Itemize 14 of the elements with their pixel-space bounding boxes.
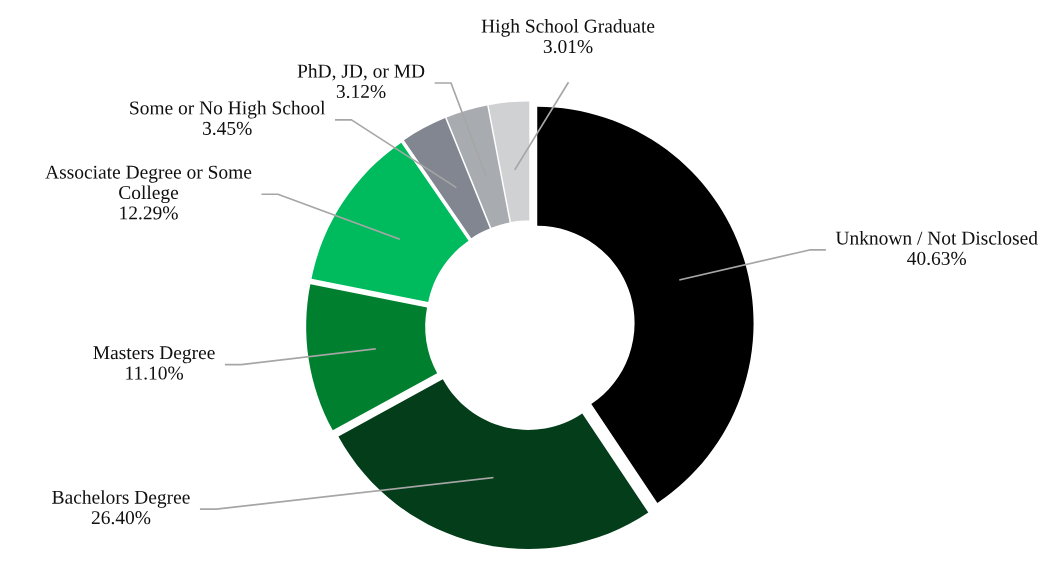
data-label: 3.45%: [203, 121, 252, 135]
data-label: 26.40%: [91, 511, 151, 525]
slice-label: Bachelors Degree: [52, 490, 190, 508]
data-label: 3.12%: [336, 84, 386, 99]
data-label: 11.10%: [126, 366, 184, 380]
data-label: 40.63%: [907, 251, 967, 266]
data-label: 3.01%: [543, 39, 593, 54]
slice-label: Masters Degree: [93, 346, 215, 364]
slice-label: PhD, JD, or MD: [297, 64, 425, 81]
slice-label: Associate Degree or Some College: [45, 165, 252, 204]
data-label: 12.29%: [120, 206, 178, 220]
slice-label: Unknown / Not Disclosed: [835, 230, 1038, 245]
slice-label: High School Graduate: [481, 19, 655, 37]
slice-label: Some or No High School: [130, 100, 326, 119]
